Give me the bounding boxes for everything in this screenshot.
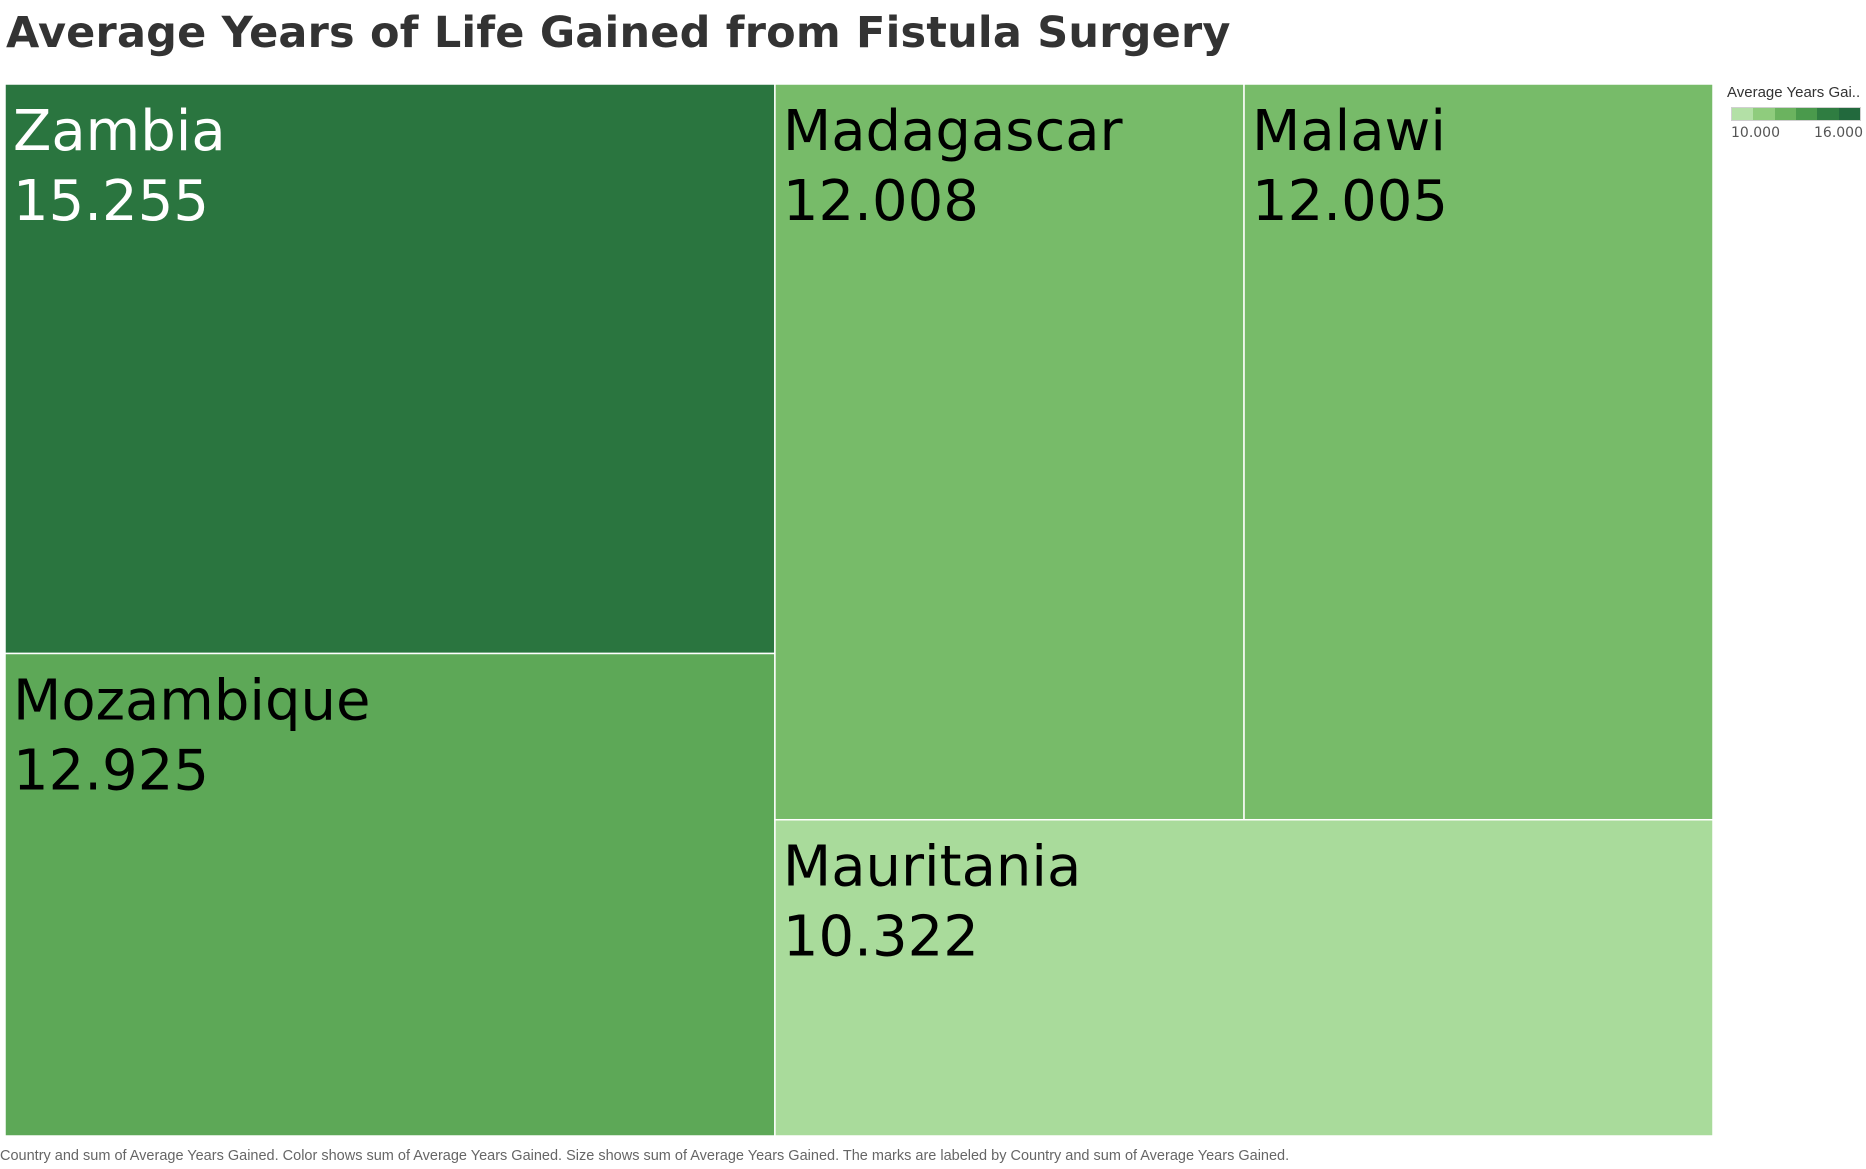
chart-title: Average Years of Life Gained from Fistul… (6, 8, 1231, 58)
tile-mauritania[interactable] (774, 818, 1714, 1137)
tile-value-madagascar: 12.008 (783, 169, 979, 234)
legend-title: Average Years Gai.. (1727, 84, 1861, 101)
tile-name-mozambique: Mozambique (13, 668, 370, 733)
tile-value-mozambique: 12.925 (13, 738, 209, 803)
tile-madagascar[interactable] (774, 83, 1245, 821)
legend-color-step (1795, 108, 1818, 120)
legend-color-step (1838, 108, 1860, 120)
color-legend: Average Years Gai.. 10.000 16.000 (1727, 84, 1863, 143)
legend-ticks: 10.000 16.000 (1731, 125, 1863, 143)
legend-color-step (1774, 108, 1796, 120)
legend-min-label: 10.000 (1731, 125, 1780, 141)
legend-color-step (1753, 108, 1775, 120)
tile-malawi[interactable] (1243, 83, 1714, 821)
legend-color-ramp (1731, 107, 1861, 121)
tile-name-mauritania: Mauritania (783, 835, 1081, 900)
chart-caption: Country and sum of Average Years Gained.… (0, 1148, 1290, 1164)
tile-mozambique[interactable] (4, 652, 776, 1137)
legend-max-label: 16.000 (1814, 125, 1863, 141)
tile-name-madagascar: Madagascar (783, 99, 1124, 164)
legend-color-step (1732, 108, 1754, 120)
tile-name-malawi: Malawi (1252, 99, 1446, 164)
tile-zambia[interactable] (4, 83, 776, 655)
tile-name-zambia: Zambia (13, 99, 226, 164)
tile-value-zambia: 15.255 (13, 169, 209, 234)
tile-value-malawi: 12.005 (1252, 169, 1448, 234)
legend-color-step (1817, 108, 1839, 120)
tile-value-mauritania: 10.322 (783, 905, 979, 970)
